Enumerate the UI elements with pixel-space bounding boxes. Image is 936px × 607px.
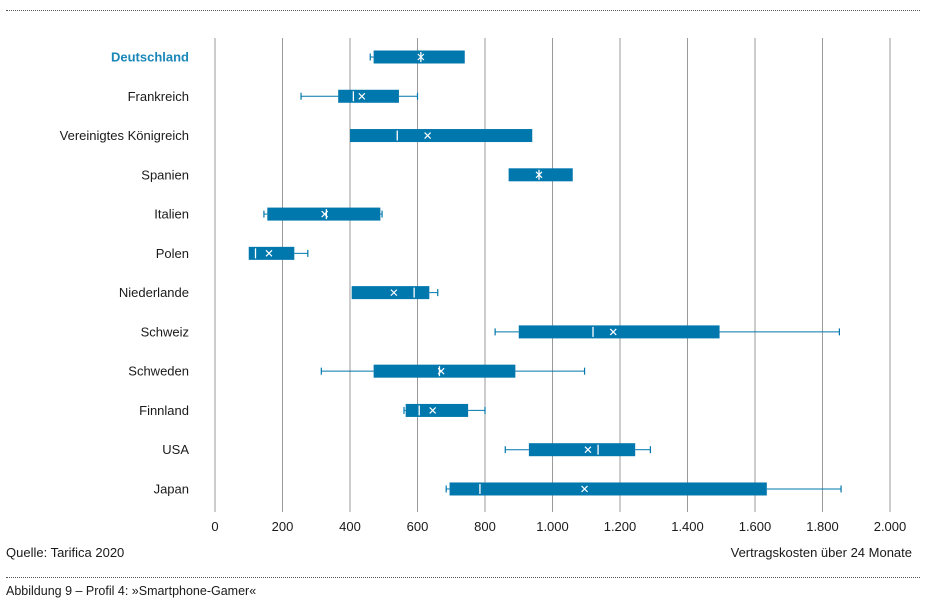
category-label: Schweden [128,364,189,379]
iqr-box [373,50,465,64]
category-label: Italien [154,207,189,222]
category-label: Niederlande [119,285,189,300]
box-row: Schweiz [141,324,840,339]
iqr-box [449,482,767,496]
category-label: Finnland [139,403,189,418]
mean-marker [535,171,543,179]
boxplot-chart: 0 200 400 600 800 1.000 1.200 1.400 1.600 1.800 2.… [60,38,907,534]
mean-marker [581,485,588,493]
category-label: Vereinigtes Königreich [60,128,189,143]
x-tick-label: 1.800 [806,519,839,534]
iqr-box [248,246,295,260]
x-tick-label: 200 [272,519,294,534]
x-tick-label: 1.200 [604,519,637,534]
figure-caption: Abbildung 9 – Profil 4: »Smartphone-Game… [6,584,257,598]
box-row: Polen [156,246,309,261]
mean-marker [609,328,617,336]
mean-marker [321,210,329,218]
iqr-box [373,364,516,378]
x-tick-label: 1.600 [739,519,772,534]
box-row: Schweden [128,364,586,379]
bottom-divider [6,577,920,578]
category-label: Polen [156,246,189,261]
box-row: USA [162,442,651,457]
category-label: Spanien [141,167,189,182]
mean-marker [417,53,425,61]
box-row: Spanien [141,167,573,182]
iqr-box [338,89,399,103]
box-row: Finnland [139,403,486,418]
iqr-box [350,129,533,143]
x-tick-label: 400 [339,519,361,534]
iqr-box [351,286,430,300]
box-row: Vereinigtes Königreich [60,128,533,143]
mean-marker [265,249,273,257]
iqr-box [508,168,573,182]
source-note: Quelle: Tarifica 2020 [6,545,125,560]
iqr-box [518,325,720,339]
box-row: Deutschland [111,50,465,65]
x-axis-title: Vertragskosten über 24 Monate [730,545,912,560]
x-tick-label: 1.000 [536,519,569,534]
iqr-box [528,443,636,457]
category-label: Frankreich [128,89,189,104]
x-tick-label: 0 [211,519,218,534]
box-row: Italien [154,207,383,222]
box-row: Niederlande [119,285,439,300]
mean-marker [424,132,432,139]
mean-marker [584,446,592,454]
x-tick-label: 1.400 [671,519,704,534]
category-label: USA [162,442,189,457]
x-tick-label: 2.000 [874,519,907,534]
x-tick-label: 600 [407,519,429,534]
x-tick-label: 800 [474,519,496,534]
box-row: Frankreich [128,89,419,104]
category-label: Deutschland [111,50,189,65]
mean-marker [390,289,398,297]
iqr-box [405,403,469,417]
mean-marker [358,92,366,100]
category-label: Schweiz [141,324,189,339]
mean-marker [429,407,437,414]
box-row: Japan [154,481,842,496]
category-label: Japan [154,481,189,496]
mean-marker [437,367,445,375]
top-divider [6,10,920,11]
